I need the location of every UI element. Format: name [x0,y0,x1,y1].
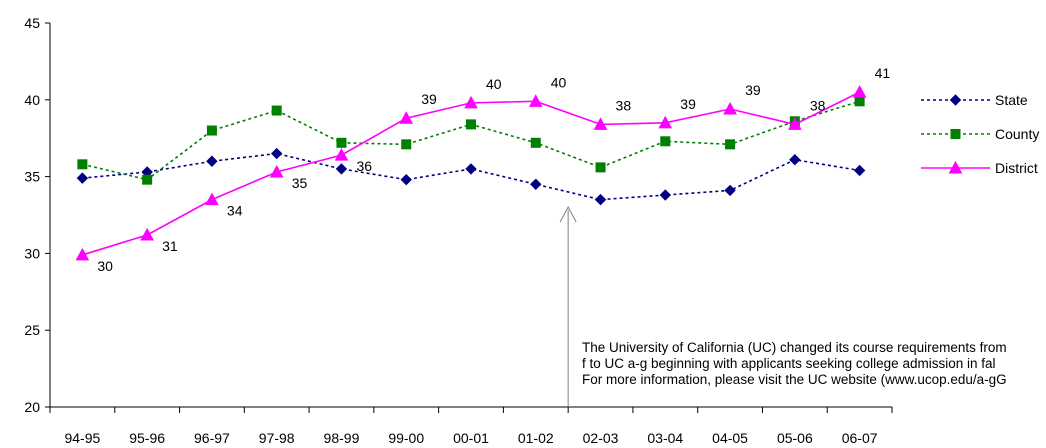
chart-series [75,85,867,261]
district-point [205,192,219,206]
y-tick-label: 35 [24,169,40,185]
county-point [660,136,671,147]
county-point [466,119,476,130]
annotation-note-line: f to UC a-g beginning with applicants se… [582,356,995,371]
state-point [530,178,542,190]
x-axis-ticks: 94-95 95-96 96-97 97-98 98-99 99-00 00-01 01-02… [49,407,893,446]
state-point [335,163,348,175]
district-data-label: 40 [486,76,502,92]
state-point [206,155,218,167]
state-point [659,189,672,201]
state-point [853,164,866,177]
district-data-label: 35 [292,175,308,191]
x-tick-label: 01-02 [518,430,554,446]
county-point [77,159,88,170]
district-point [140,227,154,241]
county-point [271,105,282,116]
legend-label-state: State [995,92,1028,108]
x-tick-label: 03-04 [647,430,683,446]
state-point [594,193,607,206]
district-data-label: 38 [810,97,826,113]
annotation-arrow-head [559,205,577,223]
y-tick-label: 25 [24,322,40,338]
x-tick-label: 96-97 [194,430,230,446]
district-data-label: 38 [616,97,632,113]
state-point [789,153,801,166]
district-data-label: 39 [745,82,761,98]
district-data-label: 39 [421,91,437,107]
state-point [270,147,283,160]
district-point [528,94,543,107]
chart-axes [49,23,892,408]
district-point [399,111,414,124]
x-tick-label: 05-06 [777,430,813,446]
county-point [401,139,412,150]
y-tick-label: 45 [24,15,40,31]
data-labels: 30 31 34 35 36 39 40 40 38 39 39 38 41 [97,65,890,274]
district-point [852,85,867,98]
district-point [658,115,673,129]
county-point [595,162,606,173]
district-point [334,148,349,161]
district-data-label: 30 [97,258,113,274]
x-tick-label: 95-96 [129,430,165,446]
annotation-note-line: For more information, please visit the U… [582,372,1007,387]
state-point [400,173,412,186]
district-data-label: 40 [551,74,567,90]
state-point [724,184,736,197]
district-data-label: 41 [875,65,891,81]
x-tick-label: 99-00 [388,430,424,446]
x-tick-label: 98-99 [324,430,360,446]
x-tick-label: 94-95 [64,430,100,446]
county-point [142,174,153,185]
district-data-label: 39 [680,96,696,112]
annotation-note: The University of California (UC) change… [582,340,1007,387]
x-tick-label: 02-03 [583,430,619,446]
chart-legend: State County District [921,92,1039,176]
legend-marker-state [949,94,962,106]
state-series-line [82,152,860,201]
x-tick-label: 04-05 [712,430,748,446]
district-point [723,101,737,115]
county-point [336,137,347,148]
district-data-label: 31 [162,238,178,254]
state-point [76,172,89,184]
annotation-note-line: The University of California (UC) change… [582,340,1007,355]
y-tick-label: 20 [24,399,40,415]
annotation-arrow [559,205,577,407]
county-point [206,125,217,136]
legend-marker-county [950,129,961,139]
county-point [530,137,541,148]
legend-label-county: County [995,126,1039,142]
district-point [593,117,608,130]
district-point [75,247,90,261]
x-tick-label: 97-98 [259,430,295,446]
district-point [788,117,802,130]
y-tick-label: 40 [24,92,40,108]
district-data-label: 36 [356,158,372,174]
x-tick-label: 00-01 [453,430,489,446]
y-axis-ticks: 20 25 30 35 40 45 [24,15,50,415]
state-point [465,163,477,175]
district-point [464,95,478,109]
district-data-label: 34 [227,203,243,219]
y-tick-label: 30 [24,245,40,261]
legend-marker-district [948,160,963,174]
county-point [854,96,865,107]
legend-label-district: District [995,160,1038,176]
county-point [725,139,736,150]
x-tick-label: 06-07 [842,430,878,446]
district-point [269,164,284,178]
